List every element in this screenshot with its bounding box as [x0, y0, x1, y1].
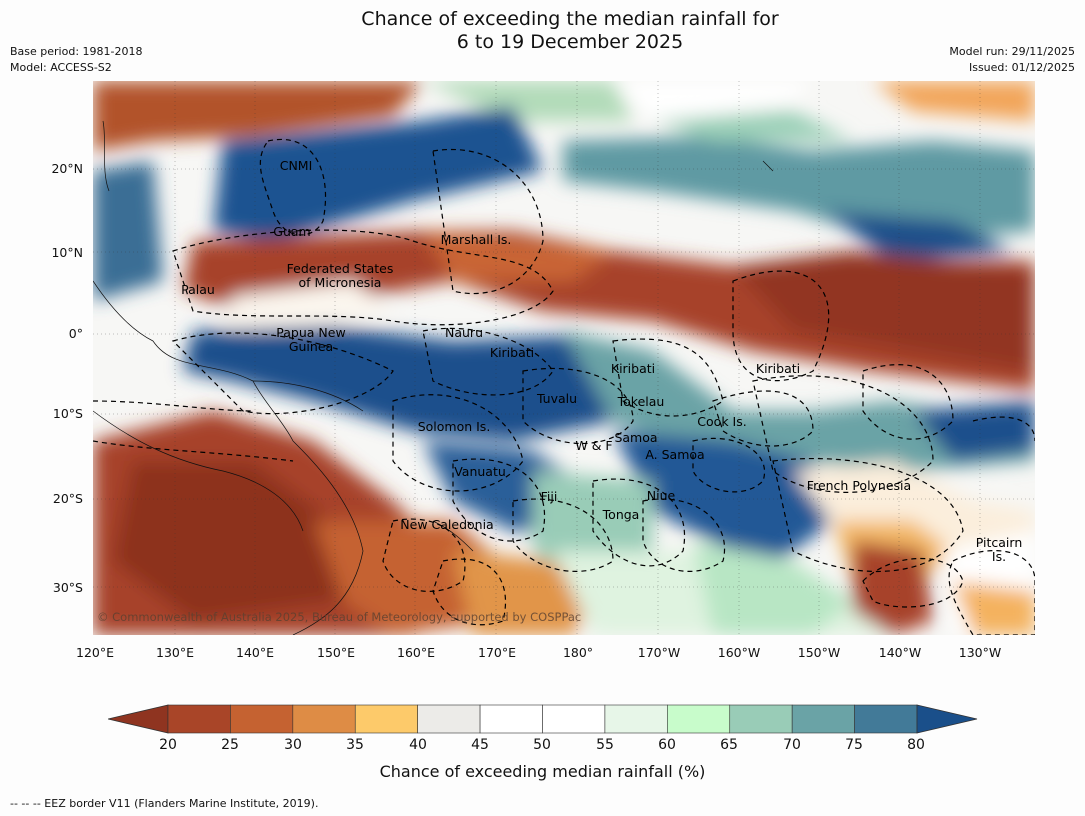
lat-label-10s: 10°S — [52, 406, 83, 421]
lat-label-0: 0° — [68, 326, 83, 341]
lon-label-160w: 160°W — [717, 645, 761, 660]
label-american-samoa: A. Samoa — [645, 447, 705, 462]
label-samoa: Samoa — [614, 430, 658, 445]
label-nauru: Nauru — [445, 325, 483, 340]
colorbar-tick-65: 65 — [720, 737, 738, 753]
issued-date: Issued: 01/12/2025 — [968, 61, 1075, 74]
label-guam: Guam — [273, 224, 311, 239]
label-tokelau: Tokelau — [617, 394, 665, 409]
colorbar-segment — [604, 704, 668, 734]
label-kiribati-east: Kiribati — [755, 361, 801, 376]
colorbar-tick-30: 30 — [284, 737, 302, 753]
label-solomon-islands: Solomon Is. — [417, 419, 491, 434]
meta-left: Base period: 1981-2018 Model: ACCESS-S2 — [10, 44, 142, 76]
lon-label-170w: 170°W — [637, 645, 681, 660]
colorbar-segment — [479, 704, 543, 734]
eez-border-legend: -- -- -- EEZ border V11 (Flanders Marine… — [10, 797, 319, 810]
rainfall-field — [93, 81, 1035, 635]
colorbar-high-extend — [916, 704, 978, 734]
model-name: Model: ACCESS-S2 — [10, 61, 112, 74]
lon-label-130e: 130°E — [155, 645, 195, 660]
colorbar-segment — [230, 704, 294, 734]
colorbar-segment — [854, 704, 918, 734]
lat-label-20s: 20°S — [52, 491, 83, 506]
label-cnmi: CNMI — [279, 158, 313, 173]
colorbar-tick-55: 55 — [596, 737, 614, 753]
colorbar-tick-80: 80 — [907, 737, 925, 753]
colorbar-segment — [542, 704, 606, 734]
meta-right: Model run: 29/11/2025 Issued: 01/12/2025 — [949, 44, 1075, 76]
colorbar-segments — [167, 704, 918, 734]
label-new-caledonia: New Caledonia — [400, 517, 494, 532]
rainfall-map: CNMI Guam Marshall Is. Federated States … — [93, 81, 1035, 635]
label-tuvalu: Tuvalu — [536, 391, 578, 406]
lon-label-130w: 130°W — [958, 645, 1002, 660]
lon-label-180: 180° — [562, 645, 594, 660]
lon-label-120e: 120°E — [75, 645, 115, 660]
lat-label-30s: 30°S — [52, 580, 83, 595]
label-palau: Palau — [181, 282, 215, 297]
title-line-1: Chance of exceeding the median rainfall … — [361, 8, 779, 30]
lon-label-140e: 140°E — [235, 645, 275, 660]
colorbar-tick-45: 45 — [471, 737, 489, 753]
colorbar-tick-35: 35 — [346, 737, 364, 753]
colorbar-tick-40: 40 — [409, 737, 427, 753]
colorbar-tick-70: 70 — [783, 737, 801, 753]
colorbar-segment — [167, 704, 231, 734]
label-fiji: Fiji — [540, 489, 558, 504]
colorbar — [108, 704, 978, 734]
colorbar-tick-20: 20 — [159, 737, 177, 753]
colorbar-tick-50: 50 — [533, 737, 551, 753]
label-federated-states-micronesia: Federated States of Micronesia — [286, 261, 394, 290]
base-period: Base period: 1981-2018 — [10, 45, 143, 58]
colorbar-segment — [417, 704, 481, 734]
lon-label-150w: 150°W — [797, 645, 841, 660]
map-title: Chance of exceeding the median rainfall … — [0, 8, 1085, 54]
lon-label-150e: 150°E — [316, 645, 356, 660]
colorbar-title: Chance of exceeding median rainfall (%) — [379, 762, 706, 781]
colorbar-segment — [667, 704, 731, 734]
label-papua-new-guinea: Papua New Guinea — [276, 325, 346, 354]
colorbar-segment — [354, 704, 418, 734]
coastlines — [93, 120, 774, 635]
map-canvas — [93, 81, 1035, 635]
colorbar-tick-25: 25 — [221, 737, 239, 753]
label-wallis-futuna: W & F — [575, 438, 613, 453]
colorbar-segment — [292, 704, 356, 734]
lon-label-160e: 160°E — [396, 645, 436, 660]
colorbar-segment — [729, 704, 793, 734]
colorbar-low-extend — [108, 704, 169, 734]
label-marshall-islands: Marshall Is. — [440, 232, 512, 247]
model-run: Model run: 29/11/2025 — [949, 45, 1075, 58]
lon-label-140w: 140°W — [878, 645, 922, 660]
colorbar-tick-60: 60 — [658, 737, 676, 753]
label-french-polynesia: French Polynesia — [806, 478, 912, 493]
colorbar-tick-75: 75 — [845, 737, 863, 753]
eez-borders — [93, 138, 1035, 635]
label-pitcairn-islands: Pitcairn Is. — [975, 535, 1023, 564]
gridlines — [93, 81, 1035, 635]
label-cook-islands: Cook Is. — [697, 414, 747, 429]
label-tonga: Tonga — [602, 507, 640, 522]
label-kiribati-west: Kiribati — [489, 345, 535, 360]
lon-label-170e: 170°E — [477, 645, 517, 660]
lat-label-10n: 10°N — [51, 245, 83, 260]
label-niue: Niue — [646, 488, 676, 503]
colorbar-segment — [791, 704, 855, 734]
label-kiribati-central: Kiribati — [610, 361, 656, 376]
label-vanuatu: Vanuatu — [454, 464, 506, 479]
copyright-notice: © Commonwealth of Australia 2025, Bureau… — [97, 610, 582, 624]
lat-label-20n: 20°N — [51, 161, 83, 176]
title-line-2: 6 to 19 December 2025 — [456, 31, 684, 53]
